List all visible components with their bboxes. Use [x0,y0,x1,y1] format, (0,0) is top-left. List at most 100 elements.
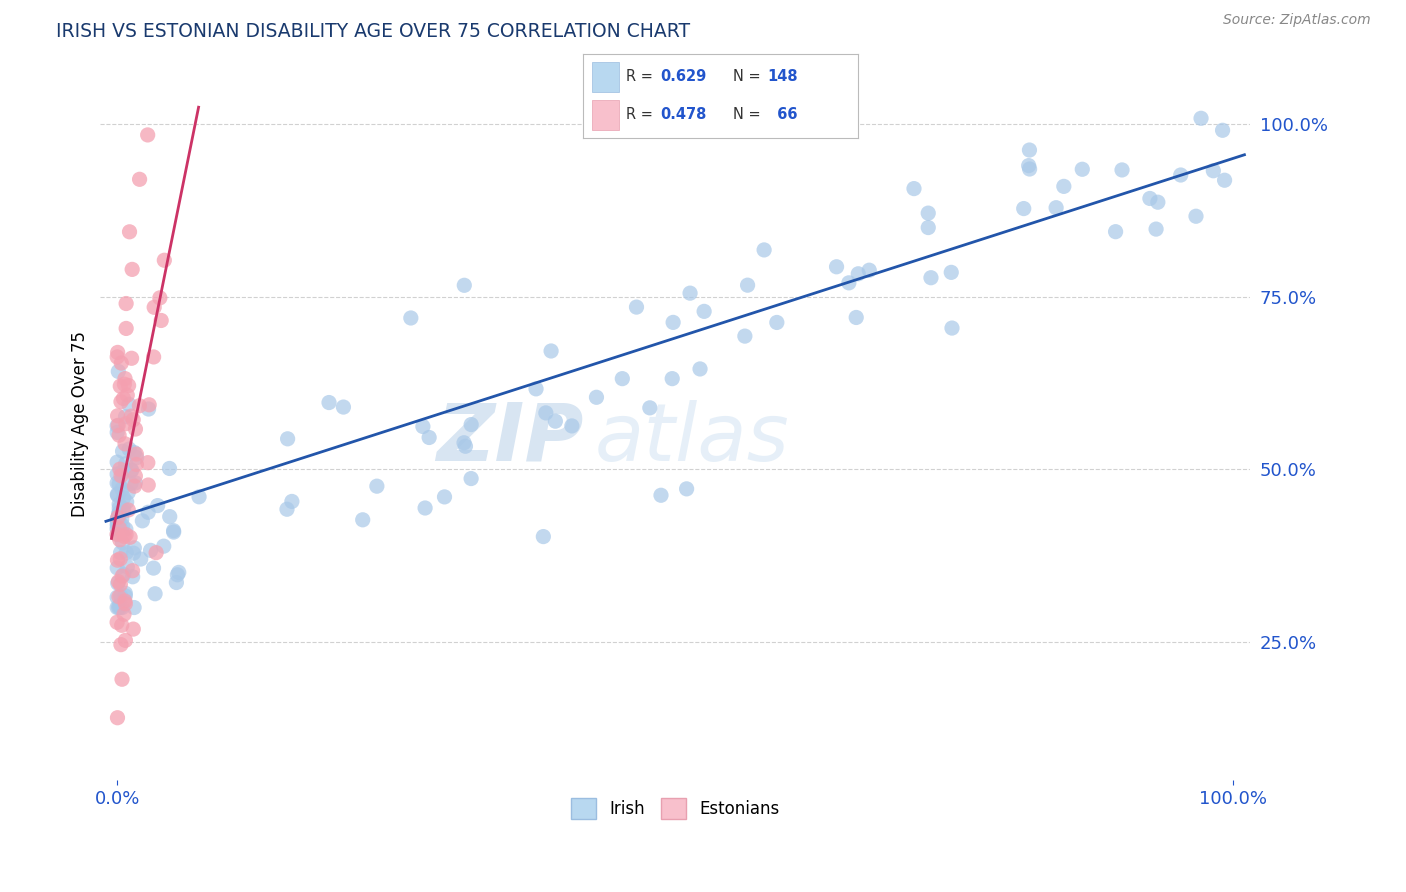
Point [131,514,153,528]
Point [108,521,131,535]
Point [105,600,128,615]
Text: 66: 66 [768,107,797,122]
Point [128,399,150,413]
Point [114,589,136,603]
Point [110,589,132,603]
Point [638,401,661,415]
Point [120,409,142,424]
Point [122,546,145,560]
Point [544,414,567,428]
Point [143,301,166,315]
Point [188,490,211,504]
Point [111,466,134,480]
Point [143,587,166,601]
Point [110,394,132,409]
Point [108,600,131,615]
Point [524,382,547,396]
Point [112,529,135,543]
Point [277,432,299,446]
Point [111,536,134,550]
Point [752,243,775,257]
Point [1053,179,1076,194]
Point [917,206,939,220]
Point [114,437,136,451]
Point [120,476,142,491]
Point [281,494,304,508]
Point [112,607,135,622]
Point [1170,168,1192,182]
Point [105,425,128,440]
Text: R =: R = [626,107,658,122]
Point [845,310,868,325]
Point [626,300,648,314]
Point [108,506,131,520]
Point [1012,202,1035,216]
Point [662,315,685,329]
Point [352,513,374,527]
Point [114,457,136,471]
Point [166,567,188,582]
Point [112,567,135,582]
Point [737,278,759,293]
Point [107,514,129,528]
Point [531,530,554,544]
Point [117,378,139,392]
Point [138,402,160,417]
Point [332,400,354,414]
Point [105,517,128,532]
Point [125,447,148,461]
Point [903,181,925,195]
Point [1213,173,1236,187]
Point [453,278,475,293]
Text: R =: R = [626,70,658,85]
Point [1018,161,1040,176]
Point [107,345,129,359]
Text: ZIP: ZIP [436,400,583,477]
Point [108,497,131,511]
Text: IRISH VS ESTONIAN DISABILITY AGE OVER 75 CORRELATION CHART: IRISH VS ESTONIAN DISABILITY AGE OVER 75… [56,22,690,41]
Point [136,128,159,142]
Point [108,590,131,604]
Text: 0.478: 0.478 [661,107,707,122]
Point [105,511,128,525]
Point [105,350,128,364]
Point [110,551,132,566]
Point [120,530,142,544]
Point [108,599,131,613]
Point [159,509,181,524]
Point [679,286,702,301]
Point [136,478,159,492]
Point [108,508,131,522]
Text: N =: N = [733,70,765,85]
Point [107,418,129,433]
Text: 0.629: 0.629 [661,70,706,85]
Text: Source: ZipAtlas.com: Source: ZipAtlas.com [1223,13,1371,28]
Point [454,439,477,453]
Point [460,417,482,432]
Point [162,524,184,538]
Point [105,527,128,541]
Legend: Irish, Estonians: Irish, Estonians [564,792,786,825]
Point [115,417,138,431]
Point [129,552,152,566]
Point [105,514,128,528]
Point [149,291,172,305]
Point [122,600,145,615]
Point [108,533,131,547]
Point [125,458,148,472]
Point [105,476,128,491]
Point [1189,112,1212,126]
Point [107,600,129,615]
Point [114,371,136,385]
Point [941,265,963,279]
Point [115,527,138,541]
Point [107,506,129,520]
Point [941,321,963,335]
Point [418,430,440,444]
Text: N =: N = [733,107,765,122]
Point [159,461,181,475]
Point [108,428,131,442]
Point [858,263,880,277]
Point [124,541,146,555]
Point [120,463,142,477]
